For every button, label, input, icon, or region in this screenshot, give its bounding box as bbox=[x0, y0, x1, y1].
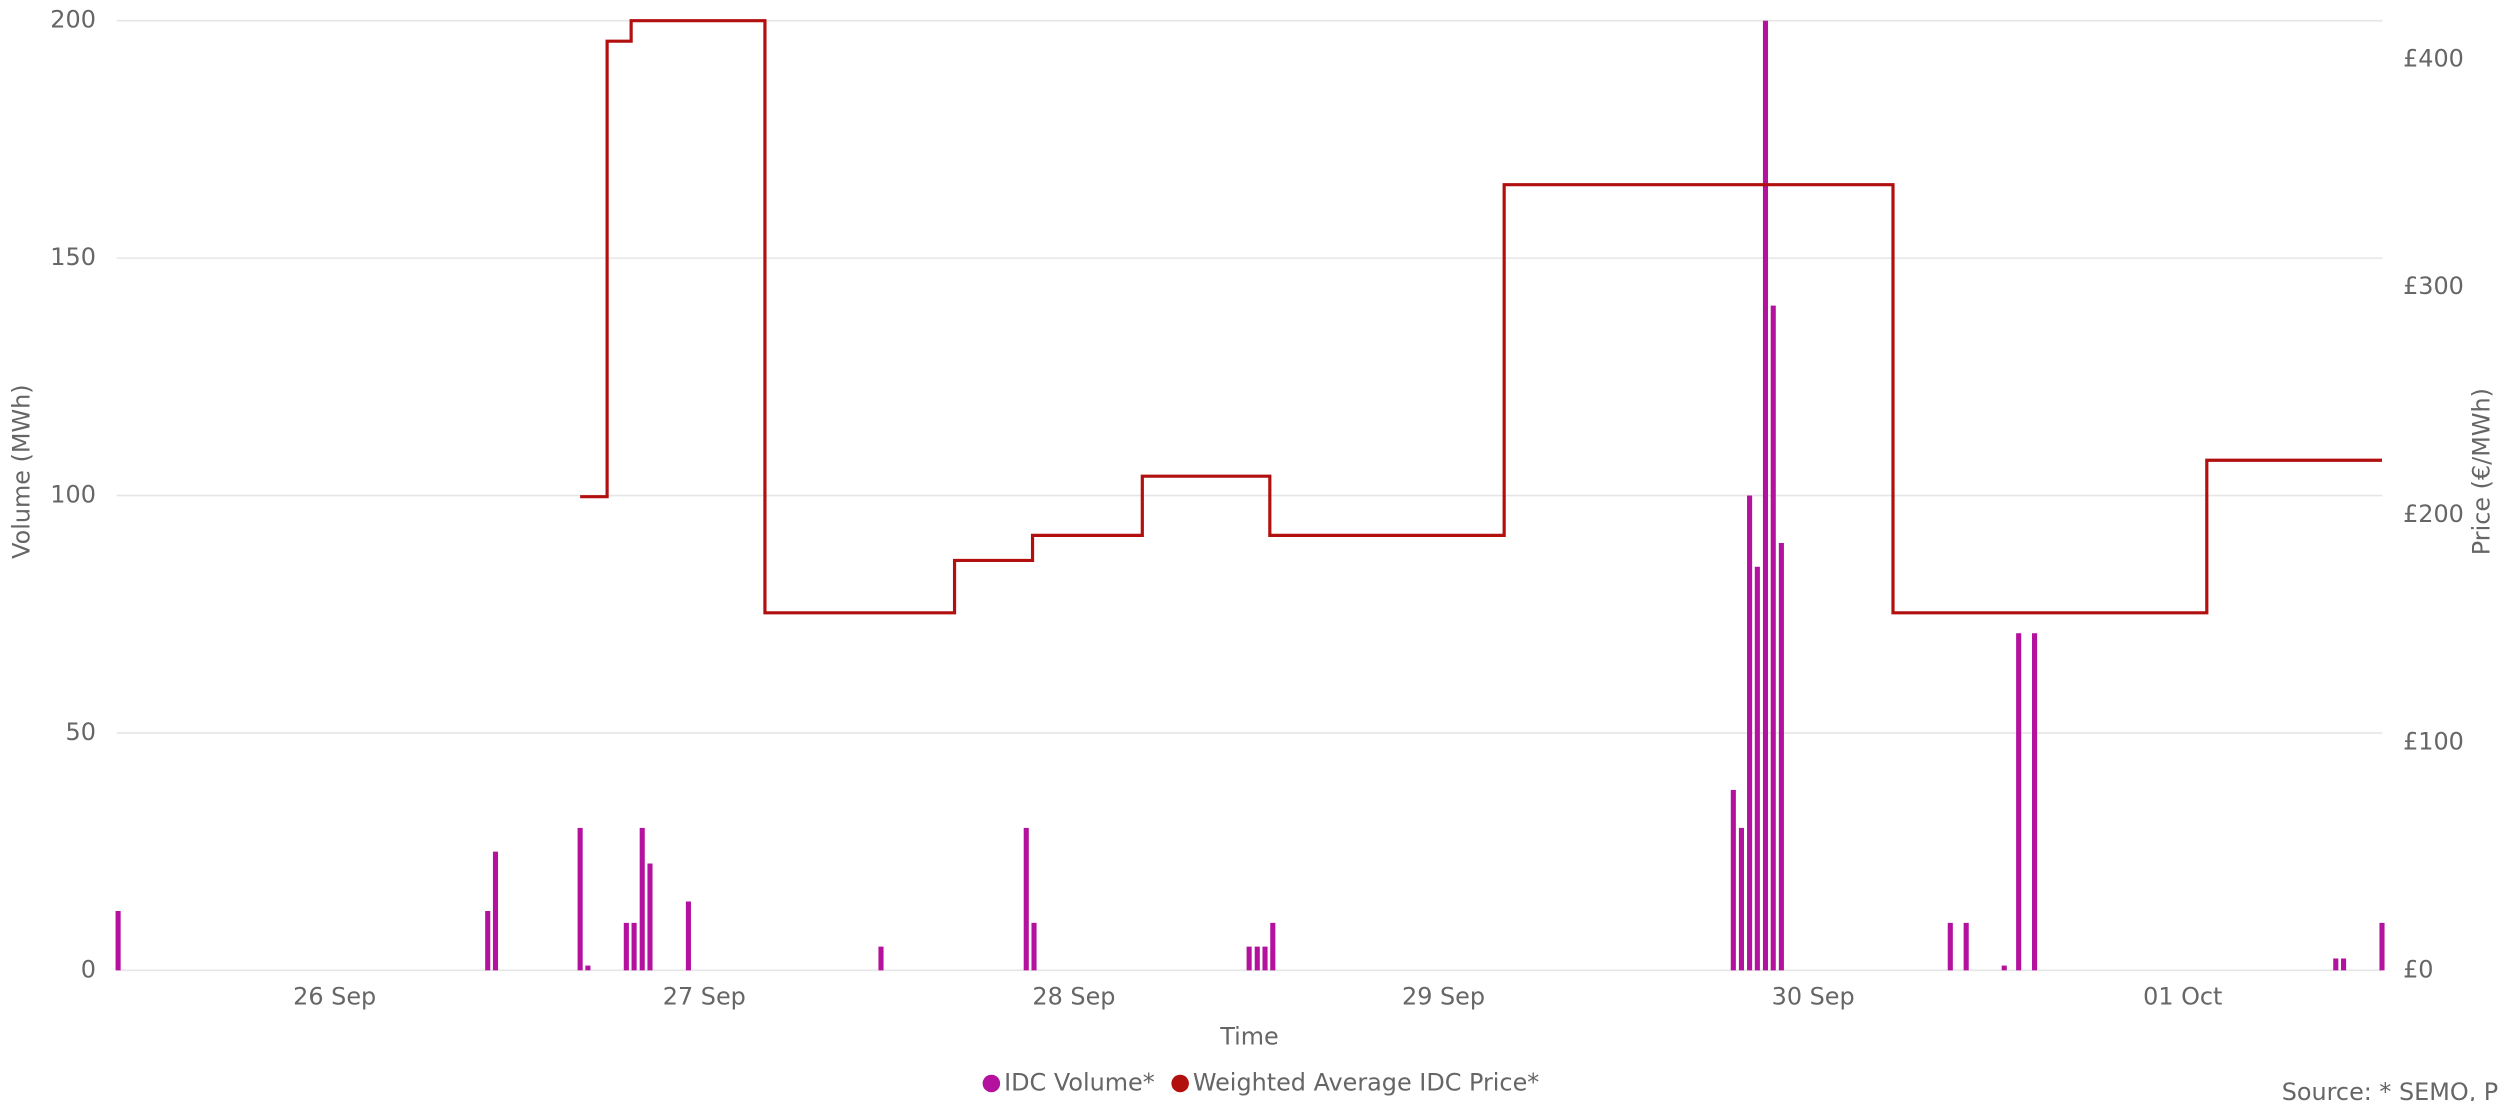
bar bbox=[2333, 958, 2339, 971]
y2-tick-label: £200 bbox=[2403, 500, 2464, 528]
x-tick-label: 29 Sep bbox=[1402, 982, 1485, 1010]
bar bbox=[1254, 946, 1260, 971]
x-axis-title: Time bbox=[1219, 1022, 1278, 1050]
bar bbox=[1963, 922, 1969, 971]
x-tick-label: 26 Sep bbox=[293, 982, 376, 1010]
bar bbox=[492, 851, 499, 971]
y-tick-label: 200 bbox=[50, 6, 96, 34]
x-tick-label: 30 Sep bbox=[1772, 982, 1855, 1010]
bar bbox=[2001, 965, 2007, 971]
bar bbox=[2341, 958, 2347, 971]
bar bbox=[1270, 922, 1276, 971]
bar bbox=[2379, 922, 2385, 971]
bar bbox=[623, 922, 629, 971]
bar bbox=[1262, 946, 1268, 971]
y2-axis-title: Price (€/MWh) bbox=[2468, 388, 2496, 555]
x-tick-label: 01 Oct bbox=[2143, 982, 2222, 1010]
bar bbox=[2016, 633, 2022, 971]
bar bbox=[1031, 922, 1037, 971]
bar bbox=[631, 922, 637, 971]
bar bbox=[1246, 946, 1252, 971]
bar bbox=[1762, 20, 1769, 971]
y-tick-label: 150 bbox=[50, 243, 96, 271]
bar bbox=[639, 827, 645, 971]
bar bbox=[1738, 827, 1745, 971]
legend-marker bbox=[1171, 1074, 1189, 1093]
y-tick-label: 100 bbox=[50, 481, 96, 509]
y2-tick-label: £300 bbox=[2403, 272, 2464, 300]
legend-marker bbox=[982, 1074, 1001, 1093]
bar bbox=[647, 863, 653, 971]
legend-label: Weighted Average IDC Price* bbox=[1193, 1068, 1539, 1096]
y-axis-title: Volume (MWh) bbox=[8, 384, 36, 558]
y2-tick-label: £0 bbox=[2403, 955, 2433, 983]
bar bbox=[1947, 922, 1953, 971]
bar bbox=[577, 827, 583, 971]
bar bbox=[1747, 495, 1753, 971]
x-tick-label: 27 Sep bbox=[663, 982, 746, 1010]
y2-tick-label: £400 bbox=[2403, 44, 2464, 72]
bar bbox=[2032, 633, 2038, 971]
bar bbox=[485, 910, 491, 971]
y-tick-label: 0 bbox=[81, 955, 96, 983]
source: Source: * SEMO, PX bbox=[2282, 1078, 2499, 1101]
legend: IDC Volume* Weighted Average IDC Price* bbox=[982, 1068, 1539, 1096]
price-line bbox=[580, 19, 2383, 615]
bar bbox=[685, 901, 691, 971]
bar bbox=[115, 910, 121, 971]
bar bbox=[1023, 827, 1029, 971]
y-tick-label: 50 bbox=[66, 718, 96, 746]
legend-label: IDC Volume* bbox=[1004, 1068, 1155, 1096]
bar bbox=[878, 946, 884, 971]
bar bbox=[585, 965, 591, 971]
bar bbox=[1730, 789, 1736, 971]
y2-tick-label: £100 bbox=[2403, 728, 2464, 756]
bar bbox=[1778, 543, 1784, 971]
bar bbox=[1770, 305, 1776, 971]
bar bbox=[1754, 566, 1760, 971]
x-tick-label: 28 Sep bbox=[1032, 982, 1115, 1010]
